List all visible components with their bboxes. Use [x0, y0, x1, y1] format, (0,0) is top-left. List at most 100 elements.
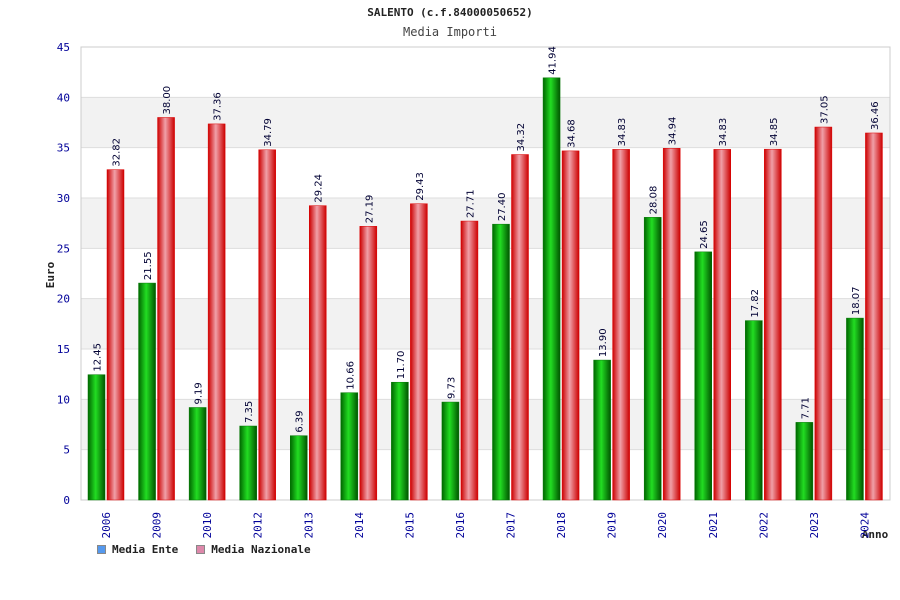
data-label: 21.55 [143, 251, 154, 280]
y-tick-label: 30 [57, 192, 70, 205]
data-label: 27.40 [497, 193, 508, 222]
data-label: 9.19 [194, 382, 205, 404]
x-tick-label: 2018 [555, 512, 568, 539]
x-tick-label: 2022 [757, 512, 770, 539]
y-tick-label: 40 [57, 91, 70, 104]
x-tick-label: 2024 [858, 512, 871, 539]
bar-ente-2014 [340, 392, 359, 501]
data-label: 27.19 [364, 195, 375, 224]
legend: Media Ente Media Nazionale [97, 543, 311, 556]
data-label: 41.94 [548, 46, 559, 75]
bar-nazionale-2019 [612, 149, 630, 501]
data-label: 28.08 [649, 186, 660, 215]
bar-nazionale-2015 [410, 203, 428, 501]
bar-nazionale-2009 [157, 117, 175, 501]
data-label: 37.05 [819, 95, 830, 124]
bar-nazionale-2013 [309, 205, 327, 501]
bar-ente-2010 [188, 407, 207, 501]
x-tick-label: 2023 [808, 512, 821, 539]
x-tick-label: 2015 [403, 512, 416, 539]
x-tick-label: 2012 [252, 512, 265, 539]
data-label: 13.90 [598, 328, 609, 357]
bar-ente-2017 [492, 223, 510, 501]
data-label: 37.36 [213, 92, 224, 121]
legend-item-nazionale: Media Nazionale [196, 543, 311, 556]
y-tick-label: 5 [63, 444, 70, 457]
y-tick-label: 0 [63, 494, 70, 507]
y-tick-label: 25 [57, 242, 70, 255]
data-label: 34.83 [617, 118, 628, 147]
data-label: 7.35 [244, 401, 255, 423]
plot-frame [80, 46, 891, 501]
y-tick-label: 20 [57, 293, 70, 306]
bar-ente-2006 [87, 374, 106, 501]
data-label: 34.83 [718, 118, 729, 147]
bar-ente-2009 [138, 282, 156, 501]
bar-ente-2015 [391, 381, 409, 501]
y-tick-label: 10 [57, 393, 70, 406]
bar-ente-2012 [239, 425, 257, 501]
data-label: 36.46 [870, 101, 881, 130]
x-tick-label: 2021 [707, 512, 720, 539]
bar-ente-2019 [593, 359, 611, 501]
legend-item-ente: Media Ente [97, 543, 178, 556]
bar-nazionale-2012 [258, 149, 276, 501]
bar-nazionale-2014 [359, 226, 378, 501]
bar-ente-2013 [290, 435, 308, 501]
bar-ente-2022 [745, 320, 763, 501]
bar-ente-2023 [795, 422, 814, 501]
data-label: 6.39 [295, 410, 306, 432]
bar-ente-2024 [846, 317, 864, 501]
bar-ente-2020 [643, 217, 662, 501]
legend-swatch-ente [97, 545, 106, 554]
data-label: 12.45 [93, 343, 104, 372]
legend-swatch-nazionale [196, 545, 206, 554]
y-tick-label: 45 [57, 41, 70, 54]
chart-title: SALENTO (c.f.84000050652) [367, 6, 533, 19]
bar-nazionale-2006 [106, 169, 125, 501]
x-axis-label: Anno [862, 528, 889, 541]
bar-nazionale-2020 [662, 148, 681, 501]
bar-nazionale-2018 [561, 150, 580, 501]
x-tick-label: 2009 [151, 512, 164, 539]
data-label: 34.85 [769, 118, 780, 147]
bar-ente-2021 [694, 251, 712, 501]
bar-ente-2016 [441, 401, 460, 501]
grid-band [81, 47, 890, 98]
bar-nazionale-2024 [865, 132, 883, 501]
x-tick-label: 2006 [100, 512, 113, 539]
data-label: 29.24 [314, 174, 325, 203]
bar-nazionale-2023 [814, 126, 833, 501]
data-label: 17.82 [750, 289, 761, 318]
data-label: 34.68 [567, 119, 578, 148]
x-tick-label: 2017 [505, 512, 518, 539]
x-tick-label: 2010 [201, 512, 214, 539]
x-tick-label: 2013 [302, 512, 315, 539]
legend-label-ente: Media Ente [112, 543, 179, 556]
data-label: 38.00 [162, 86, 173, 115]
data-label: 10.66 [345, 361, 356, 390]
y-tick-label: 15 [57, 343, 70, 356]
x-tick-label: 2020 [656, 512, 669, 539]
bar-nazionale-2010 [207, 123, 226, 501]
data-label: 24.65 [699, 220, 710, 249]
data-label: 34.79 [263, 118, 274, 147]
data-label: 7.71 [800, 397, 811, 419]
x-tick-label: 2016 [454, 512, 467, 539]
x-tick-label: 2014 [353, 512, 366, 539]
data-label: 29.43 [415, 172, 426, 201]
data-label: 27.71 [465, 189, 476, 218]
chart-subtitle: Media Importi [403, 25, 497, 39]
data-label: 11.70 [396, 351, 407, 380]
x-tick-label: 2019 [606, 512, 619, 539]
y-tick-label: 35 [57, 142, 70, 155]
bar-nazionale-2016 [460, 220, 479, 501]
data-label: 18.07 [851, 286, 862, 315]
bar-nazionale-2022 [764, 148, 782, 501]
data-label: 9.73 [446, 377, 457, 399]
bar-ente-2018 [542, 77, 561, 501]
y-axis-label: Euro [44, 261, 57, 288]
bar-nazionale-2017 [511, 154, 529, 501]
data-label: 34.32 [516, 123, 527, 152]
